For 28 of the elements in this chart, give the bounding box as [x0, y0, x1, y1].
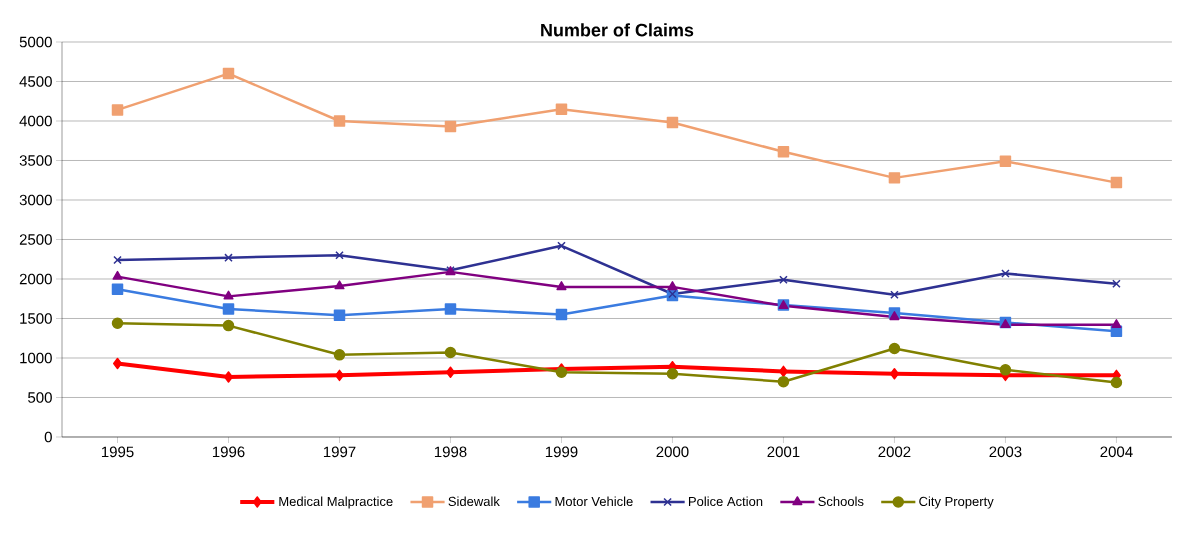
x-tick-label: 2002	[878, 446, 911, 458]
y-tick-label: 0	[44, 431, 52, 443]
legend-label: City Property	[919, 496, 994, 509]
x-tick-label: 1998	[434, 446, 467, 458]
legend-label: Police Action	[688, 496, 763, 507]
y-tick-label: 500	[28, 392, 52, 403]
x-tick-label: 2001	[767, 446, 800, 458]
y-tick-label: 2000	[19, 273, 52, 285]
x-tick-label: 1995	[101, 446, 134, 458]
legend-label: Sidewalk	[448, 496, 500, 507]
legend-label: Schools	[818, 496, 864, 507]
legend-label: Medical Malpractice	[279, 496, 393, 509]
x-tick-label: 2004	[1100, 446, 1133, 458]
x-tick-label: 2000	[656, 446, 689, 458]
y-tick-label: 1500	[20, 313, 52, 324]
y-tick-label: 3500	[19, 155, 52, 166]
y-tick-label: 1000	[20, 352, 52, 364]
legend-label: Motor Vehicle	[555, 496, 633, 507]
chart-title: Number of Claims	[541, 23, 694, 37]
y-tick-label: 4000	[19, 115, 52, 127]
x-tick-label: 2003	[989, 446, 1022, 458]
x-tick-label: 1996	[212, 446, 245, 458]
y-tick-label: 4500	[19, 76, 52, 87]
x-tick-label: 1997	[323, 446, 356, 458]
x-tick-label: 1999	[545, 446, 578, 458]
y-tick-label: 5000	[19, 36, 52, 48]
y-tick-label: 2500	[19, 234, 52, 245]
y-tick-label: 3000	[19, 194, 52, 206]
